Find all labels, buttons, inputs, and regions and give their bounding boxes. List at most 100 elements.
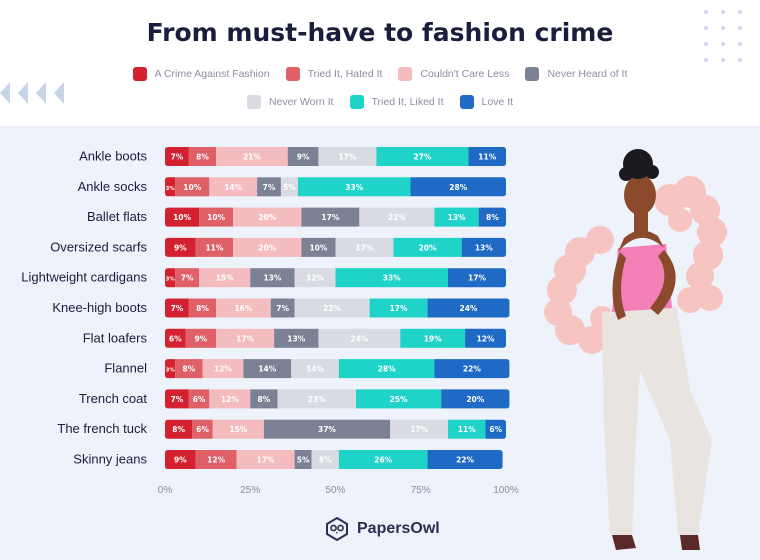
bar-value-label: 5% (283, 183, 296, 192)
decor-dot (738, 26, 742, 30)
chart-title: From must-have to fashion crime (146, 18, 614, 47)
legend-item: Love It (459, 95, 514, 109)
bar-value-label: 8% (319, 456, 332, 465)
bar-value-label: 8% (196, 304, 209, 313)
legend-swatch (132, 67, 147, 81)
category-label: Knee-high boots (52, 300, 147, 315)
decor-dot (704, 26, 708, 30)
bar-value-label: 22% (463, 365, 481, 374)
bar-segment (301, 207, 360, 227)
category-label: Ankle boots (79, 149, 147, 164)
bar-segment (318, 147, 377, 166)
bar-value-label: 28% (449, 183, 467, 192)
decor-dot (738, 58, 742, 62)
bar-segment (233, 207, 302, 227)
bar-segment (465, 328, 506, 348)
bar-value-label: 5% (297, 456, 310, 465)
bar-value-label: 14% (224, 183, 242, 192)
legend-label: Tried It, Liked It (371, 96, 444, 108)
bar-segment (297, 177, 411, 197)
legend-label: A Crime Against Fashion (154, 68, 270, 80)
bar-value-label: 20% (258, 213, 276, 222)
bar-value-label: 10% (309, 243, 327, 252)
x-tick-label: 25% (240, 485, 260, 496)
bar-segment (257, 177, 281, 197)
bar-segment (355, 389, 442, 409)
bar-segment (165, 298, 189, 318)
legend-swatch (349, 95, 364, 109)
legend-swatch (398, 67, 413, 81)
bar-segment (175, 268, 200, 288)
bar-segment (400, 328, 466, 348)
bar-segment (192, 419, 213, 439)
bar-value-label: 6% (193, 395, 206, 404)
decor-arrow (54, 82, 64, 104)
bar-segment (448, 419, 486, 439)
bar-segment (250, 268, 295, 288)
bar-value-label: 19% (424, 334, 442, 343)
legend-item: Never Heard of It (525, 67, 627, 81)
bar-value-label: 7% (171, 395, 184, 404)
bar-segment (175, 359, 203, 379)
bar-value-label: 20% (258, 243, 276, 252)
bar-value-label: 17% (390, 304, 408, 313)
bar-value-label: 17% (321, 213, 339, 222)
bar-segment (165, 359, 176, 379)
category-label: Skinny jeans (73, 452, 147, 467)
bar-segment (216, 147, 288, 166)
decor-dot (721, 10, 725, 14)
bar-segment (427, 298, 510, 318)
category-label: Ballet flats (87, 209, 147, 224)
bar-segment (335, 268, 449, 288)
bar-segment (185, 328, 217, 348)
bar-segment (165, 177, 176, 197)
legend-row: A Crime Against Fashion Tried It, Hated I… (0, 67, 760, 81)
category-label: Trench coat (79, 391, 148, 406)
bar-value-label: 9% (194, 334, 207, 343)
bar-value-label: 14% (258, 365, 276, 374)
bar-segment (427, 450, 503, 469)
legend-item: Never Worn It (246, 95, 334, 109)
bar-value-label: 17% (338, 153, 356, 162)
header-panel: From must-have to fashion crime A Crime … (0, 0, 760, 126)
x-tick-label: 100% (493, 485, 519, 496)
bar-segment (434, 359, 510, 379)
decor-arrow (0, 82, 10, 104)
bar-value-label: 7% (181, 274, 194, 283)
bar-value-label: 25% (390, 395, 408, 404)
bar-value-label: 3% (165, 368, 175, 374)
bar-value-label: 9% (174, 456, 187, 465)
bar-value-label: 14% (306, 365, 324, 374)
bar-value-label: 16% (234, 304, 252, 313)
bar-segment (448, 268, 506, 288)
bar-segment (441, 389, 510, 409)
bar-value-label: 26% (374, 456, 392, 465)
bar-segment (461, 237, 506, 257)
bar-value-label: 15% (229, 425, 247, 434)
bar-segment (485, 419, 506, 439)
decor-arrow (18, 82, 28, 104)
bar-segment (165, 450, 196, 469)
bar-value-label: 6% (169, 334, 182, 343)
bar-segment (270, 298, 295, 318)
bar-value-label: 7% (171, 304, 184, 313)
bar-segment (335, 237, 394, 257)
bar-segment (216, 328, 275, 348)
decor-dot (704, 10, 708, 14)
bar-value-label: 12% (306, 274, 324, 283)
bar-segment (294, 268, 336, 288)
bar-segment (165, 328, 186, 348)
legend-item: A Crime Against Fashion (132, 67, 270, 81)
legend-label: Love It (481, 96, 514, 108)
x-tick-label: 75% (411, 485, 431, 496)
bar-segment (291, 359, 339, 379)
bar-segment (277, 389, 356, 409)
bar-segment (216, 298, 271, 318)
category-label: Ankle socks (78, 179, 148, 194)
bar-value-label: 12% (477, 334, 495, 343)
bar-segment (263, 419, 391, 439)
bar-value-label: 8% (172, 425, 185, 434)
legend-swatch (459, 95, 474, 109)
bar-value-label: 13% (448, 213, 466, 222)
bar-segment (212, 419, 264, 439)
